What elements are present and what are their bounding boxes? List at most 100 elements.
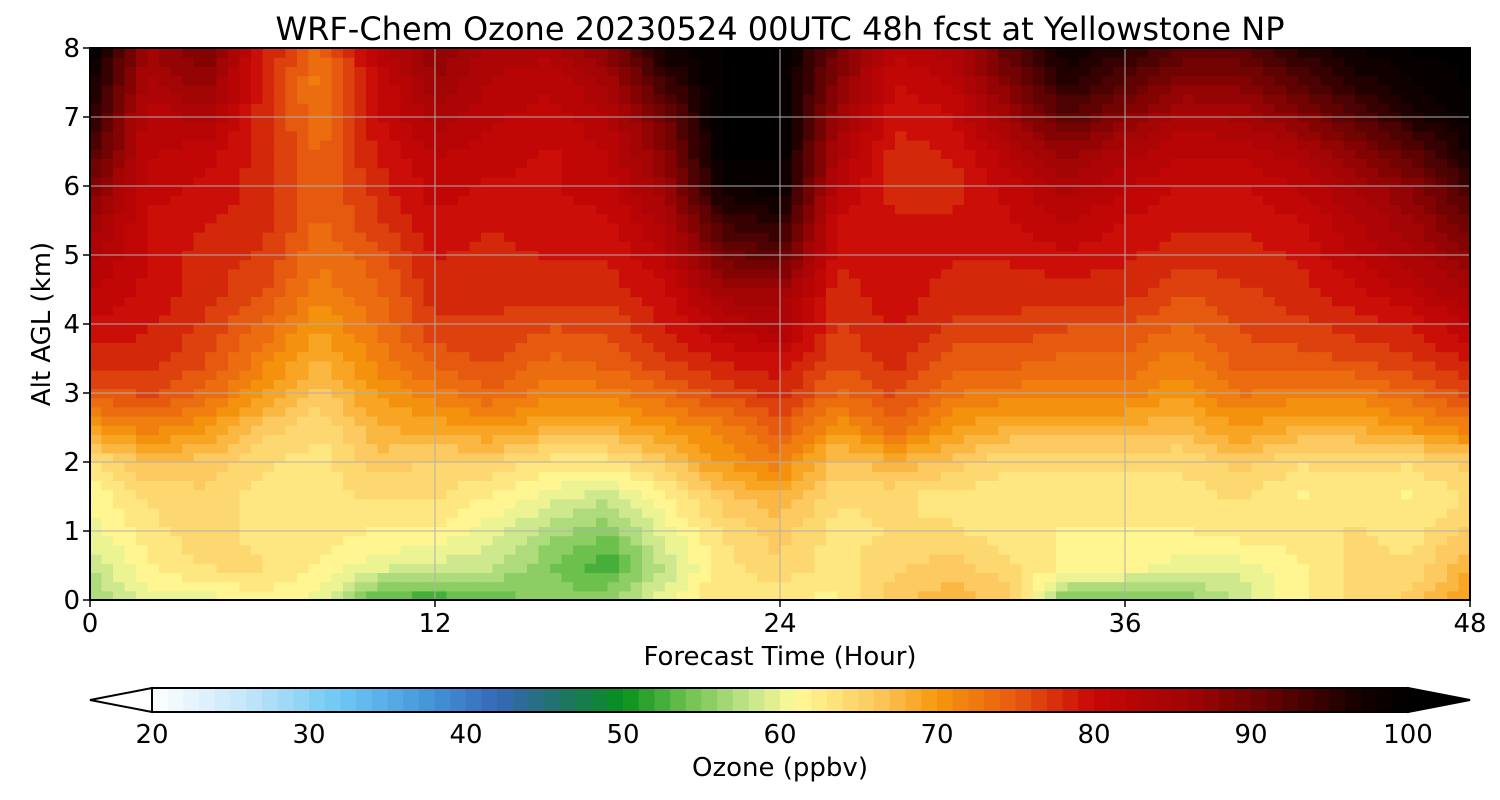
- heatmap-cell: [653, 425, 666, 435]
- heatmap-cell: [159, 563, 172, 573]
- heatmap-cell: [274, 572, 287, 583]
- heatmap-cell: [527, 259, 540, 270]
- heatmap-cell: [136, 498, 149, 509]
- heatmap-cell: [929, 572, 942, 583]
- heatmap-cell: [1458, 232, 1471, 242]
- heatmap-cell: [1067, 287, 1080, 297]
- heatmap-cell: [1171, 489, 1184, 500]
- heatmap-cell: [964, 471, 977, 481]
- heatmap-cell: [400, 213, 413, 224]
- heatmap-cell: [964, 287, 977, 297]
- heatmap-cell: [193, 222, 206, 233]
- heatmap-cell: [1205, 498, 1218, 509]
- heatmap-cell: [1286, 416, 1299, 426]
- heatmap-cell: [515, 296, 528, 307]
- heatmap-cell: [193, 434, 206, 445]
- heatmap-cell: [837, 241, 850, 251]
- heatmap-cell: [906, 213, 919, 224]
- heatmap-cell: [745, 333, 758, 343]
- heatmap-cell: [354, 489, 367, 500]
- heatmap-cell: [469, 232, 482, 242]
- heatmap-cell: [642, 462, 655, 472]
- heatmap-cell: [1435, 287, 1448, 297]
- heatmap-cell: [515, 406, 528, 417]
- heatmap-cell: [366, 379, 379, 389]
- heatmap-cell: [607, 572, 620, 583]
- heatmap-cell: [297, 351, 310, 362]
- heatmap-cell: [1447, 480, 1460, 491]
- heatmap-cell: [492, 581, 505, 592]
- heatmap-cell: [1274, 305, 1287, 316]
- heatmap-cell: [1378, 278, 1391, 288]
- heatmap-cell: [1297, 498, 1310, 509]
- heatmap-cell: [734, 517, 747, 527]
- heatmap-cell: [343, 590, 356, 601]
- heatmap-cell: [791, 425, 804, 435]
- heatmap-cell: [1205, 351, 1218, 362]
- heatmap-cell: [504, 498, 517, 509]
- heatmap-cell: [837, 342, 850, 353]
- heatmap-cell: [147, 462, 160, 472]
- heatmap-cell: [1355, 581, 1368, 592]
- heatmap-cell: [446, 360, 459, 371]
- heatmap-cell: [987, 572, 1000, 583]
- heatmap-cell: [1309, 259, 1322, 270]
- heatmap-cell: [113, 360, 126, 371]
- heatmap-cell: [952, 370, 965, 380]
- heatmap-cell: [1079, 443, 1092, 454]
- heatmap-cell: [791, 462, 804, 472]
- heatmap-cell: [826, 314, 839, 325]
- heatmap-cell: [860, 232, 873, 242]
- heatmap-cell: [193, 296, 206, 307]
- heatmap-cell: [1343, 563, 1356, 573]
- heatmap-cell: [412, 425, 425, 435]
- heatmap-cell: [665, 278, 678, 288]
- heatmap-cell: [216, 342, 229, 353]
- heatmap-cell: [458, 379, 471, 389]
- heatmap-cell: [803, 416, 816, 426]
- heatmap-cell: [389, 278, 402, 288]
- heatmap-cell: [458, 563, 471, 573]
- heatmap-cell: [596, 590, 609, 601]
- heatmap-cell: [239, 572, 252, 583]
- heatmap-cell: [791, 305, 804, 316]
- heatmap-cell: [400, 572, 413, 583]
- heatmap-cell: [676, 517, 689, 527]
- heatmap-cell: [1435, 590, 1448, 601]
- heatmap-cell: [964, 232, 977, 242]
- heatmap-cell: [1102, 314, 1115, 325]
- heatmap-cell: [147, 296, 160, 307]
- heatmap-cell: [1355, 443, 1368, 454]
- heatmap-cell: [1194, 462, 1207, 472]
- heatmap-cell: [1194, 397, 1207, 408]
- heatmap-cell: [1401, 443, 1414, 454]
- heatmap-cell: [1286, 314, 1299, 325]
- heatmap-cell: [1205, 305, 1218, 316]
- heatmap-cell: [768, 370, 781, 380]
- heatmap-cell: [665, 305, 678, 316]
- heatmap-cell: [377, 434, 390, 445]
- heatmap-cell: [1343, 489, 1356, 500]
- heatmap-cell: [895, 222, 908, 233]
- heatmap-cell: [1159, 508, 1172, 518]
- heatmap-cell: [239, 434, 252, 445]
- heatmap-cell: [1113, 379, 1126, 389]
- heatmap-cell: [389, 406, 402, 417]
- heatmap-cell: [492, 370, 505, 380]
- heatmap-cell: [964, 259, 977, 270]
- heatmap-cell: [757, 471, 770, 481]
- heatmap-cell: [182, 305, 195, 316]
- heatmap-cell: [1136, 462, 1149, 472]
- heatmap-cell: [101, 434, 114, 445]
- heatmap-cell: [251, 489, 264, 500]
- heatmap-cell: [412, 590, 425, 601]
- heatmap-cell: [1458, 434, 1471, 445]
- heatmap-cell: [193, 305, 206, 316]
- heatmap-cell: [630, 489, 643, 500]
- heatmap-cell: [1090, 535, 1103, 546]
- heatmap-cell: [872, 213, 885, 224]
- heatmap-cell: [216, 360, 229, 371]
- heatmap-cell: [699, 434, 712, 445]
- heatmap-cell: [1182, 425, 1195, 435]
- heatmap-cell: [1021, 554, 1034, 564]
